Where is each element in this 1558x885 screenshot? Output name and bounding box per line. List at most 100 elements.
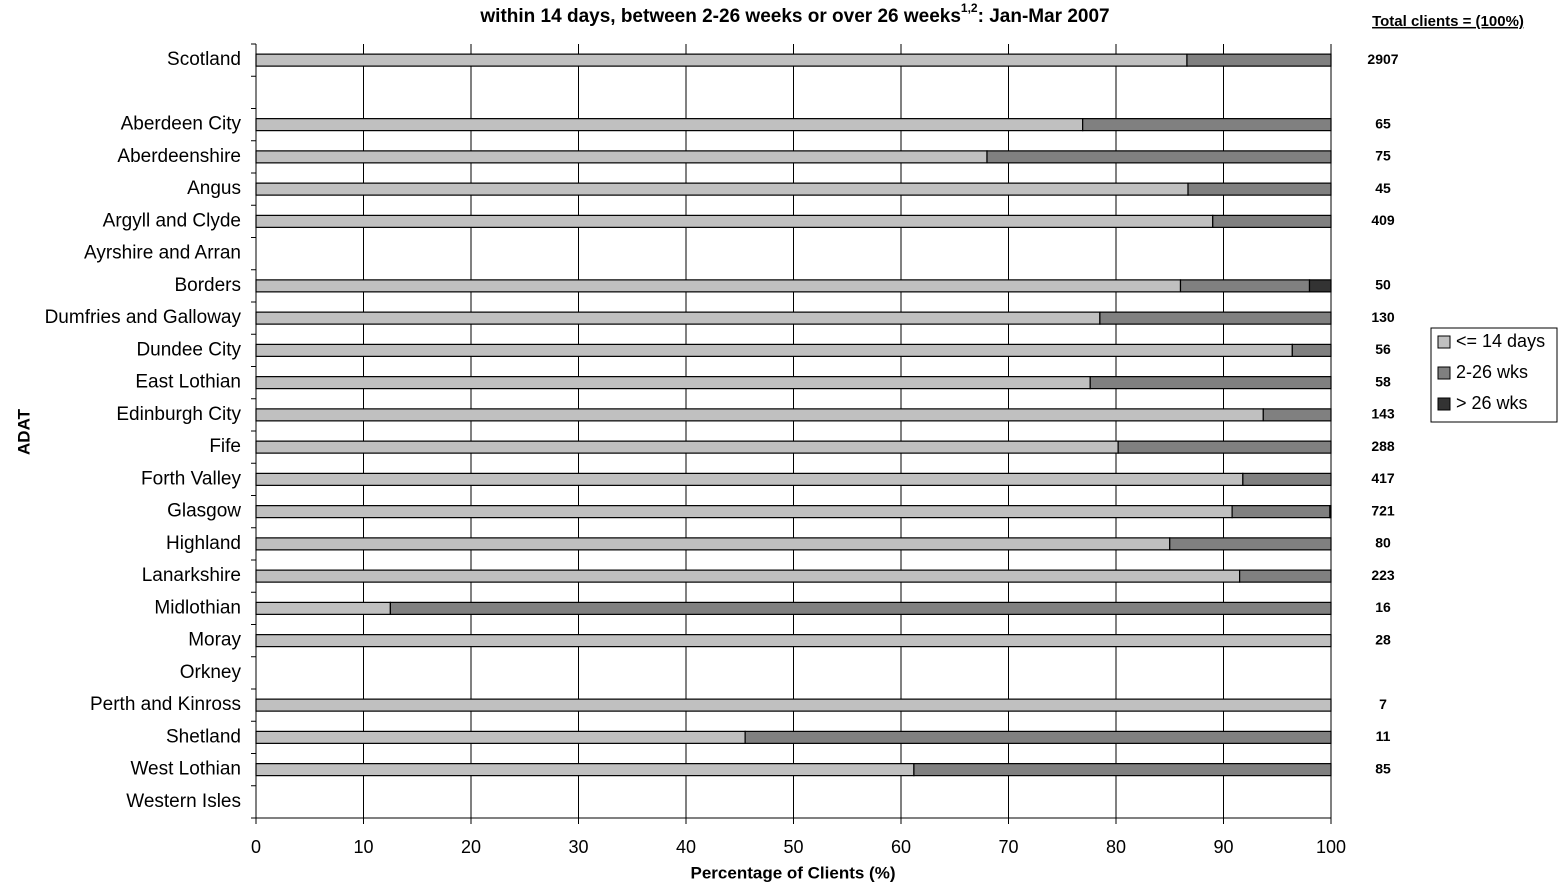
total-label: 223 xyxy=(1371,567,1395,583)
legend-label: <= 14 days xyxy=(1456,331,1545,351)
legend-swatch xyxy=(1437,335,1451,349)
y-tick-label: Dundee City xyxy=(136,339,241,360)
x-tick-label: 0 xyxy=(251,837,261,857)
bar-segment xyxy=(1179,279,1311,293)
x-tick-label: 90 xyxy=(1213,837,1233,857)
total-label: 409 xyxy=(1371,212,1395,228)
bar-segment xyxy=(1082,118,1332,132)
legend-swatch xyxy=(1437,397,1451,411)
bar-segment xyxy=(1089,376,1332,390)
bar-segment xyxy=(1231,505,1331,519)
total-label: 45 xyxy=(1375,180,1391,196)
x-tick-label: 10 xyxy=(353,837,373,857)
y-tick-label: Highland xyxy=(166,533,241,554)
bar-segment xyxy=(255,182,1189,196)
y-tick-label: Ayrshire and Arran xyxy=(84,243,241,264)
x-tick-label: 40 xyxy=(676,837,696,857)
bar-segment xyxy=(255,53,1188,67)
bar-segment xyxy=(1186,53,1332,67)
total-label: 56 xyxy=(1375,341,1391,357)
x-axis-label: Percentage of Clients (%) xyxy=(691,863,896,882)
y-tick-label: Midlothian xyxy=(154,597,241,618)
legend-label: > 26 wks xyxy=(1456,393,1528,413)
total-label: 11 xyxy=(1376,728,1391,744)
total-label: 58 xyxy=(1375,373,1391,389)
y-tick-label: Glasgow xyxy=(167,501,241,522)
bar-segment xyxy=(255,376,1091,390)
bar-segment xyxy=(255,730,746,744)
title-superscript: 1,2 xyxy=(961,1,978,15)
bar-segment xyxy=(255,279,1182,293)
y-tick-label: East Lothian xyxy=(135,372,241,393)
bar-segment xyxy=(255,505,1233,519)
x-tick-label: 20 xyxy=(461,837,481,857)
title-suffix: : Jan-Mar 2007 xyxy=(978,6,1110,27)
y-tick-label: Edinburgh City xyxy=(116,404,241,425)
y-tick-label: Angus xyxy=(187,178,241,199)
bar-segment xyxy=(255,214,1214,228)
x-tick-label: 30 xyxy=(568,837,588,857)
y-tick-label: Forth Valley xyxy=(141,468,241,489)
bar-segment xyxy=(255,763,915,777)
bar-segment xyxy=(255,472,1244,486)
y-tick-label: Western Isles xyxy=(126,791,241,812)
bar-segment xyxy=(255,408,1264,422)
total-label: 75 xyxy=(1375,148,1391,164)
y-tick-label: Aberdeen City xyxy=(121,114,242,135)
chart-title: within 14 days, between 2-26 weeks or ov… xyxy=(479,1,1109,27)
total-label: 80 xyxy=(1375,535,1391,551)
bar-segment xyxy=(255,634,1332,648)
x-tick-label: 80 xyxy=(1106,837,1126,857)
y-tick-label: Perth and Kinross xyxy=(90,694,241,715)
y-tick-label: West Lothian xyxy=(130,759,241,780)
y-tick-label: Shetland xyxy=(166,726,241,747)
y-tick-label: Lanarkshire xyxy=(142,565,241,586)
bar-segment xyxy=(1308,279,1332,293)
y-tick-label: Scotland xyxy=(167,49,241,70)
title-main: within 14 days, between 2-26 weeks or ov… xyxy=(479,6,961,27)
y-tick-label: Orkney xyxy=(180,662,242,683)
total-label: 65 xyxy=(1375,115,1391,131)
bar-segment xyxy=(255,118,1084,132)
total-label: 721 xyxy=(1371,502,1395,518)
bar-segment xyxy=(255,601,391,615)
total-label: 16 xyxy=(1375,599,1391,615)
bar-segment xyxy=(1187,182,1332,196)
total-label: 2907 xyxy=(1367,51,1398,67)
bar-segment xyxy=(1262,408,1332,422)
x-tick-label: 70 xyxy=(998,837,1018,857)
bar-segment xyxy=(255,150,988,164)
legend-swatch xyxy=(1437,366,1451,380)
y-tick-label: Borders xyxy=(174,275,241,296)
bar-segment xyxy=(255,569,1241,583)
y-tick-label: Dumfries and Galloway xyxy=(45,307,242,328)
total-label: 7 xyxy=(1379,696,1387,712)
bar-segment xyxy=(1329,505,1332,519)
total-label: 85 xyxy=(1375,760,1391,776)
x-tick-label: 50 xyxy=(783,837,803,857)
bar-segment xyxy=(255,440,1119,454)
bar-segment xyxy=(1099,311,1332,325)
x-tick-label: 60 xyxy=(891,837,911,857)
bar-segment xyxy=(255,698,1332,712)
total-label: 130 xyxy=(1371,309,1395,325)
bar-segment xyxy=(1212,214,1332,228)
total-label: 417 xyxy=(1371,470,1395,486)
bar-segment xyxy=(255,537,1171,551)
totals-header: Total clients = (100%) xyxy=(1372,13,1524,30)
total-label: 288 xyxy=(1371,438,1395,454)
total-label: 143 xyxy=(1371,406,1395,422)
x-tick-label: 100 xyxy=(1316,837,1346,857)
y-tick-label: Argyll and Clyde xyxy=(103,210,241,231)
bar-segment xyxy=(255,343,1293,357)
total-label: 50 xyxy=(1375,277,1391,293)
total-label: 28 xyxy=(1375,631,1391,647)
bar-segment xyxy=(744,730,1332,744)
bar-segment xyxy=(986,150,1332,164)
y-tick-label: Moray xyxy=(188,630,241,651)
bar-segment xyxy=(255,311,1101,325)
bar-segment xyxy=(1117,440,1332,454)
legend-box xyxy=(1430,327,1558,423)
bar-segment xyxy=(1239,569,1332,583)
